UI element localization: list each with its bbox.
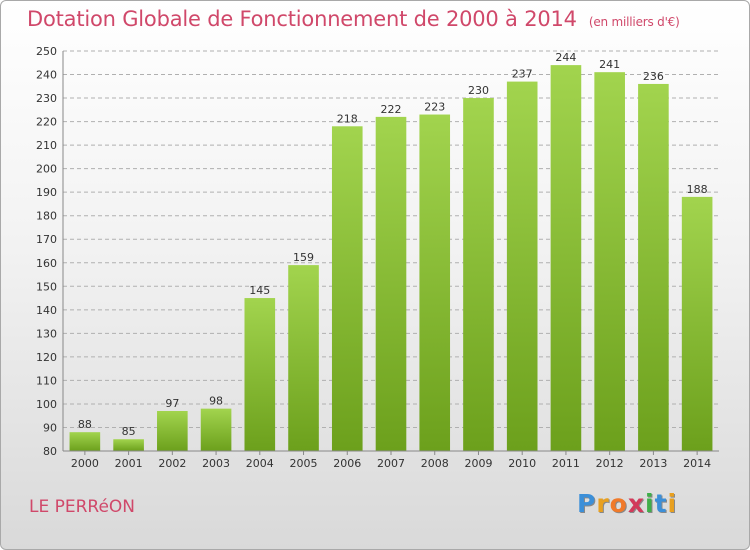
y-tick-label: 200 — [36, 163, 57, 176]
axes: 80 90 100 110 120 130 140 150 160 170 180 190 200 210… — [36, 45, 719, 470]
logo-letter: x — [627, 489, 645, 518]
bar-2005 — [288, 265, 319, 451]
y-tick-label: 250 — [36, 45, 57, 58]
logo-letter: o — [609, 489, 628, 518]
bar-value-label: 244 — [555, 51, 576, 64]
bar-value-label: 159 — [293, 251, 314, 264]
bar-value-label: 218 — [337, 112, 358, 125]
x-tick-label: 2010 — [508, 457, 536, 470]
bar-value-label: 241 — [599, 58, 620, 71]
y-tick-label: 170 — [36, 233, 57, 246]
bar-2013 — [638, 83, 669, 452]
bar-2012 — [594, 72, 625, 452]
x-tick-label: 2000 — [71, 457, 99, 470]
logo-letter: i — [645, 489, 655, 518]
x-tick-label: 2007 — [377, 457, 405, 470]
bars: 88 85 97 98 145 159 218 222 223 230 237 244 241 236 18… — [69, 51, 713, 452]
bar-value-label: 236 — [643, 70, 664, 83]
x-tick-label: 2012 — [596, 457, 624, 470]
logo-letter: i — [667, 489, 678, 518]
logo-letter: t — [654, 489, 668, 518]
bar-2003 — [200, 408, 232, 451]
bar-2010 — [506, 81, 538, 452]
bar-2007 — [375, 116, 407, 451]
y-tick-label: 150 — [36, 280, 57, 293]
y-tick-label: 240 — [36, 69, 57, 82]
x-tick-label: 2002 — [158, 457, 186, 470]
x-tick-label: 2014 — [683, 457, 711, 470]
logo-letter: r — [596, 489, 610, 518]
bar-2006 — [331, 126, 363, 451]
bar-value-label: 145 — [249, 284, 270, 297]
proxiti-logo: Proxiti — [577, 489, 677, 518]
bar-value-label: 85 — [122, 425, 136, 438]
y-tick-label: 230 — [36, 92, 57, 105]
bar-value-label: 188 — [687, 183, 708, 196]
chart-title: Dotation Globale de Fonctionnement de 20… — [27, 7, 680, 31]
bar-2001 — [113, 439, 144, 451]
y-tick-label: 100 — [36, 398, 57, 411]
x-tick-label: 2011 — [552, 457, 580, 470]
bar-value-label: 237 — [512, 68, 533, 81]
bar-2011 — [550, 65, 582, 451]
commune-name: LE PERRéON — [29, 497, 136, 517]
y-tick-label: 120 — [36, 351, 57, 364]
bar-2014 — [681, 196, 713, 451]
bar-value-label: 98 — [209, 395, 223, 408]
x-tick-label: 2001 — [115, 457, 143, 470]
bar-value-label: 223 — [424, 101, 445, 114]
bar-value-label: 97 — [165, 397, 179, 410]
bar-2004 — [244, 298, 276, 451]
y-tick-label: 130 — [36, 327, 57, 340]
y-tick-label: 80 — [43, 445, 57, 458]
bar-value-label: 222 — [381, 103, 402, 116]
chart-subtitle: (en milliers d'€) — [588, 15, 680, 29]
bar-value-label: 230 — [468, 84, 489, 97]
y-tick-label: 160 — [36, 257, 57, 270]
title-text: Dotation Globale de Fonctionnement de 20… — [27, 7, 577, 31]
x-tick-label: 2003 — [202, 457, 230, 470]
bar-value-label: 88 — [78, 418, 92, 431]
bar-2009 — [463, 98, 494, 451]
x-tick-label: 2005 — [290, 457, 318, 470]
bar-2000 — [69, 432, 101, 451]
x-tick-label: 2004 — [246, 457, 274, 470]
y-tick-label: 180 — [36, 210, 57, 223]
y-tick-label: 140 — [36, 304, 57, 317]
bar-2008 — [419, 114, 451, 451]
x-tick-label: 2013 — [639, 457, 667, 470]
y-tick-label: 110 — [36, 374, 57, 387]
x-tick-label: 2008 — [421, 457, 449, 470]
logo-letter: P — [577, 489, 597, 518]
y-tick-label: 220 — [36, 116, 57, 129]
y-tick-label: 190 — [36, 186, 57, 199]
x-tick-label: 2006 — [333, 457, 361, 470]
bar-2002 — [157, 411, 188, 451]
y-tick-label: 210 — [36, 139, 57, 152]
x-tick-label: 2009 — [464, 457, 492, 470]
y-tick-label: 90 — [43, 421, 57, 434]
